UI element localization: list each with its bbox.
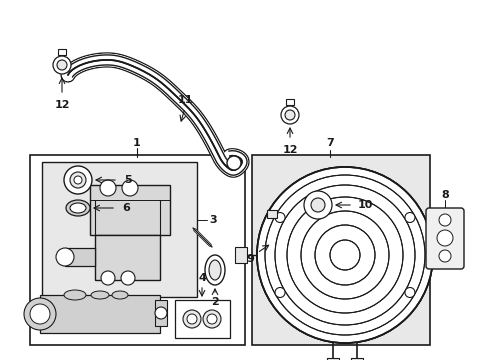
Text: 1: 1 xyxy=(133,138,141,148)
Ellipse shape xyxy=(155,307,167,319)
Ellipse shape xyxy=(70,203,86,213)
Bar xyxy=(251,155,429,345)
Ellipse shape xyxy=(91,291,109,299)
Bar xyxy=(175,300,229,338)
Circle shape xyxy=(438,250,450,262)
Circle shape xyxy=(314,225,374,285)
Text: 2: 2 xyxy=(211,297,219,307)
Circle shape xyxy=(301,211,388,299)
Bar xyxy=(350,358,362,360)
Bar xyxy=(285,99,293,105)
Bar xyxy=(95,235,160,280)
Circle shape xyxy=(186,314,197,324)
Circle shape xyxy=(64,166,92,194)
Bar xyxy=(90,185,170,235)
FancyBboxPatch shape xyxy=(425,208,463,269)
Text: 4: 4 xyxy=(198,273,205,283)
Ellipse shape xyxy=(204,255,224,285)
Circle shape xyxy=(274,288,285,297)
Circle shape xyxy=(122,180,138,196)
Circle shape xyxy=(206,314,217,324)
Circle shape xyxy=(121,271,135,285)
Ellipse shape xyxy=(64,290,86,300)
Bar xyxy=(58,49,66,55)
Text: 10: 10 xyxy=(357,200,372,210)
Circle shape xyxy=(438,214,450,226)
Text: 3: 3 xyxy=(209,215,216,225)
Bar xyxy=(326,358,338,360)
Text: 7: 7 xyxy=(325,138,333,148)
Polygon shape xyxy=(63,55,246,175)
Circle shape xyxy=(404,288,414,297)
Circle shape xyxy=(30,304,50,324)
Circle shape xyxy=(264,175,424,335)
Circle shape xyxy=(57,60,67,70)
Bar xyxy=(65,248,95,266)
Circle shape xyxy=(226,156,241,170)
Circle shape xyxy=(53,56,71,74)
Circle shape xyxy=(404,212,414,222)
Circle shape xyxy=(257,167,432,343)
Bar xyxy=(235,247,246,263)
Circle shape xyxy=(310,198,325,212)
Circle shape xyxy=(56,248,74,266)
Circle shape xyxy=(274,212,285,222)
Text: 11: 11 xyxy=(177,95,192,105)
Circle shape xyxy=(281,106,298,124)
Circle shape xyxy=(304,191,331,219)
Circle shape xyxy=(436,230,452,246)
Bar xyxy=(266,210,276,218)
Text: 9: 9 xyxy=(245,254,253,264)
Circle shape xyxy=(70,172,86,188)
Ellipse shape xyxy=(66,200,90,216)
Circle shape xyxy=(274,185,414,325)
Circle shape xyxy=(101,271,115,285)
Circle shape xyxy=(286,197,402,313)
Circle shape xyxy=(203,310,221,328)
Circle shape xyxy=(183,310,201,328)
Text: 12: 12 xyxy=(54,100,70,110)
Bar xyxy=(40,295,160,333)
Ellipse shape xyxy=(208,260,221,280)
Bar xyxy=(42,162,197,297)
Circle shape xyxy=(285,110,294,120)
Circle shape xyxy=(329,240,359,270)
Circle shape xyxy=(74,176,82,184)
Text: 6: 6 xyxy=(122,203,130,213)
Text: 8: 8 xyxy=(440,190,448,200)
Circle shape xyxy=(100,180,116,196)
Bar xyxy=(155,300,167,326)
Text: 5: 5 xyxy=(124,175,132,185)
Text: 12: 12 xyxy=(282,145,297,155)
Bar xyxy=(30,155,244,345)
Ellipse shape xyxy=(112,291,128,299)
Circle shape xyxy=(257,167,432,343)
Circle shape xyxy=(24,298,56,330)
